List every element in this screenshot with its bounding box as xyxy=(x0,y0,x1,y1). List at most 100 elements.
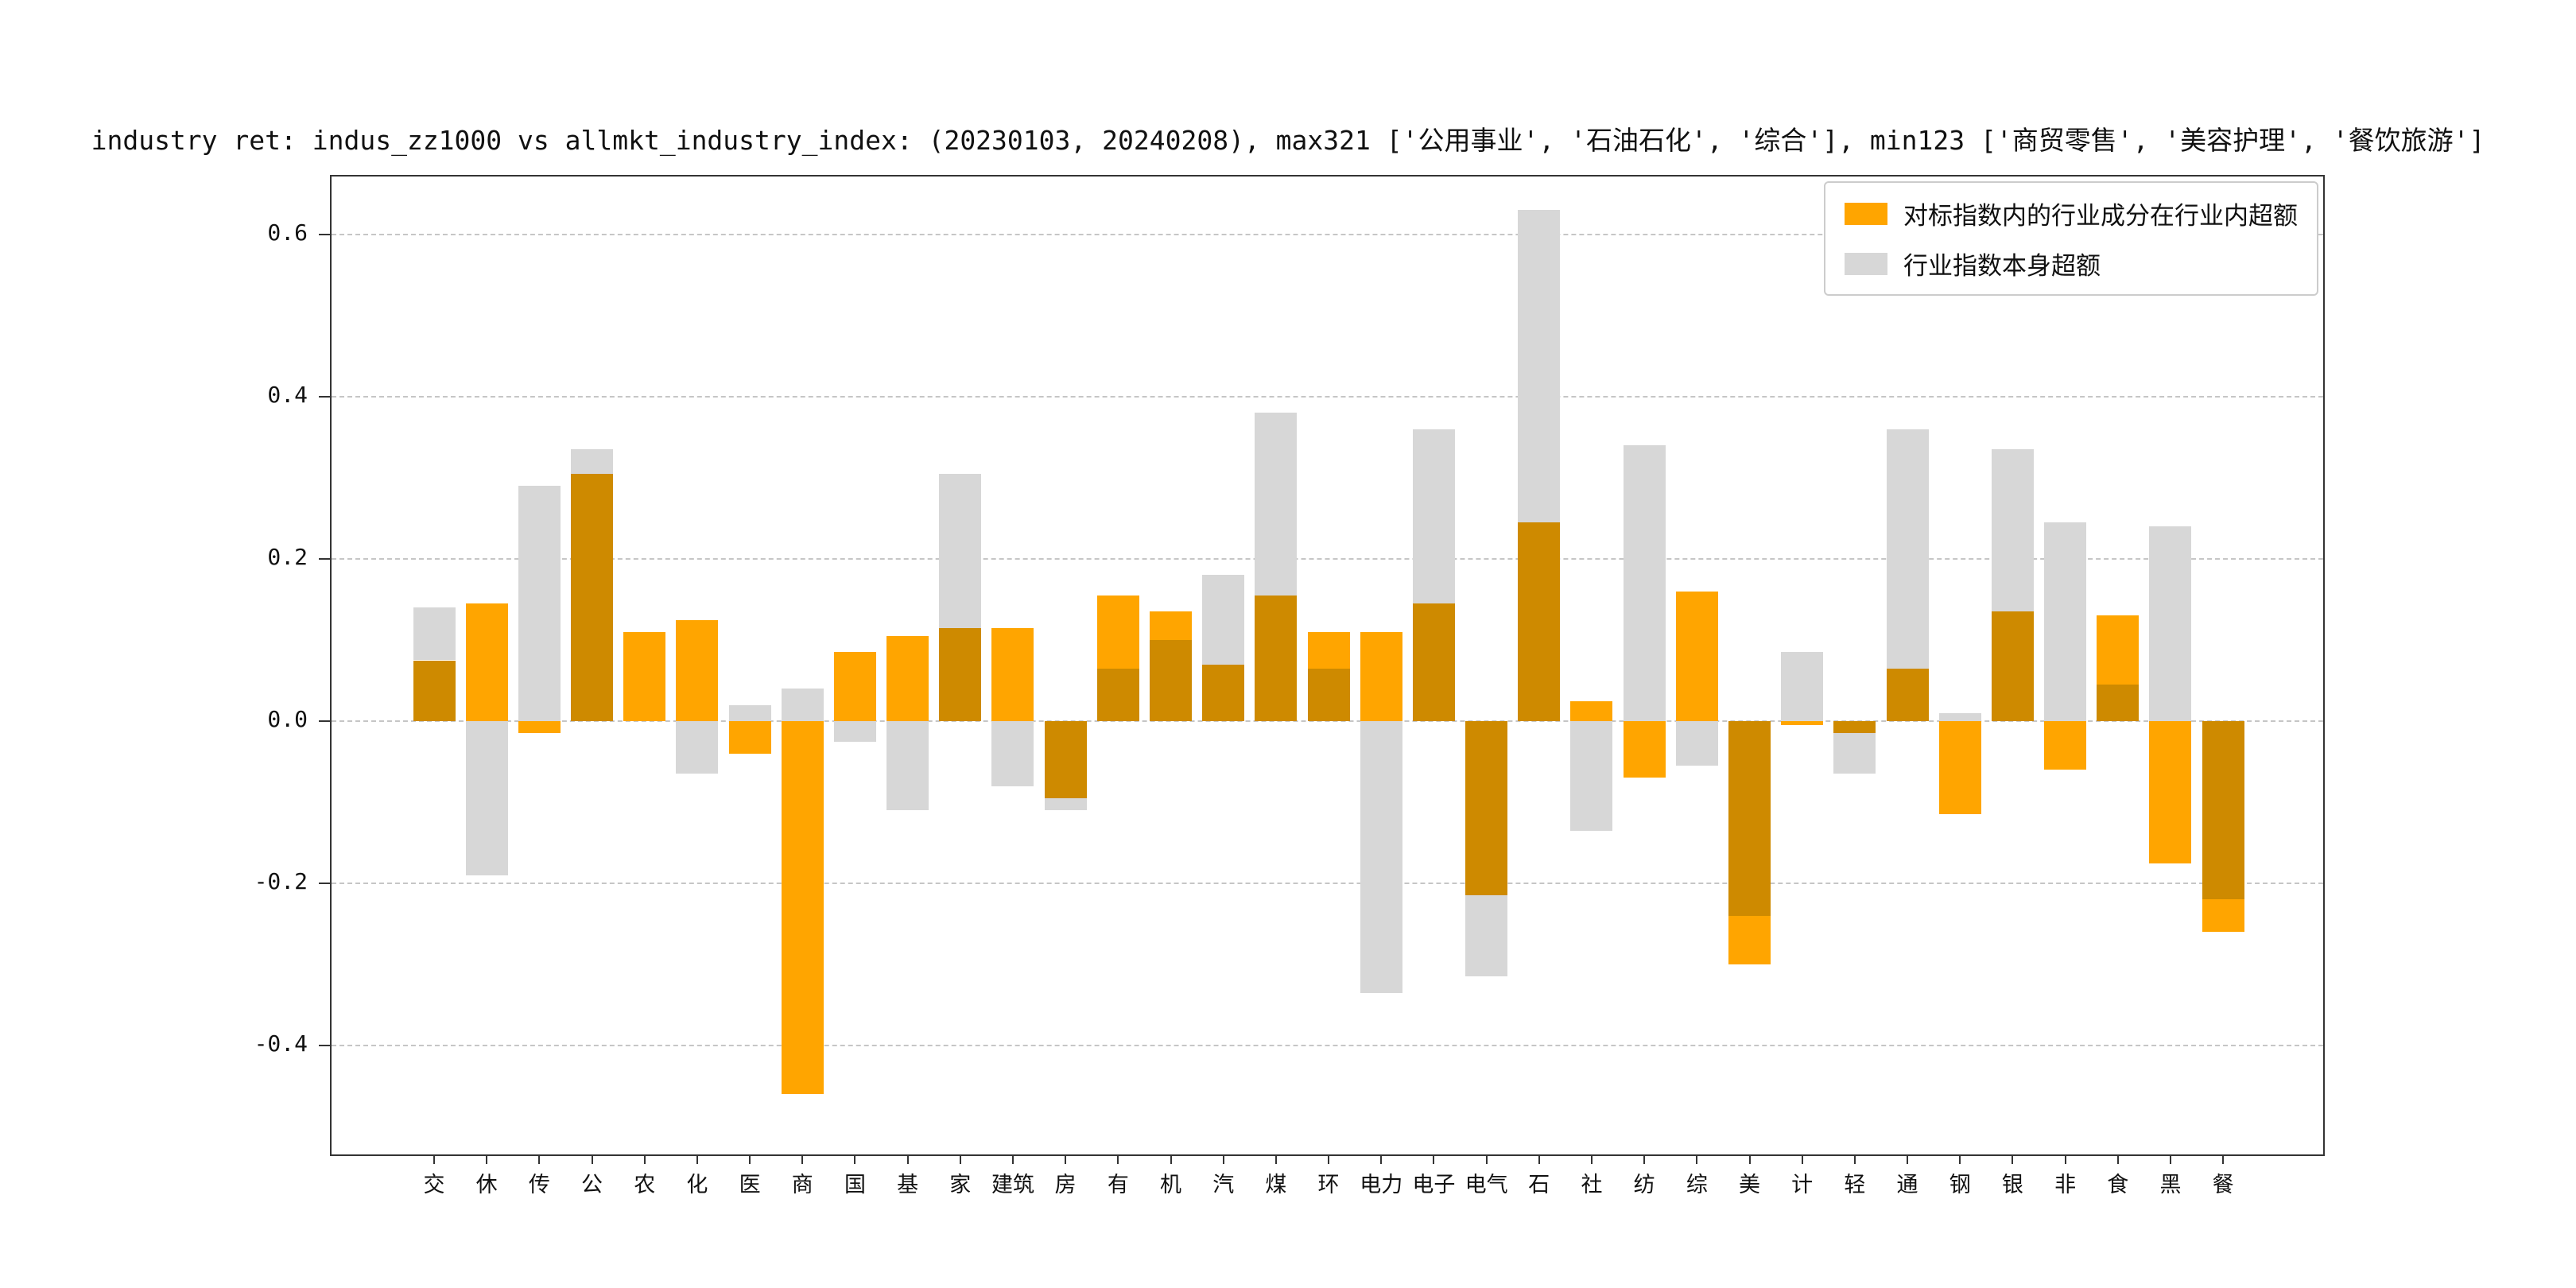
x-tick-mark xyxy=(486,1154,488,1164)
x-tick-label: 银 xyxy=(2001,1173,2023,1197)
bar-orange-segment xyxy=(1938,721,1981,815)
y-tick-mark xyxy=(319,558,330,560)
x-tick-mark xyxy=(2222,1154,2225,1164)
x-tick-label: 环 xyxy=(1317,1173,1340,1197)
x-tick-label: 传 xyxy=(528,1173,550,1197)
x-tick-mark xyxy=(1117,1154,1119,1164)
bar-overlap-segment xyxy=(1307,668,1350,721)
gridline xyxy=(332,720,2323,722)
bar-gray-segment xyxy=(1202,575,1245,665)
x-tick-label: 商 xyxy=(791,1173,813,1197)
legend-label: 行业指数本身超额 xyxy=(1903,252,2101,281)
bar-overlap-segment xyxy=(1886,668,1929,721)
bar-gray-segment xyxy=(2044,522,2087,721)
x-tick-label: 交 xyxy=(423,1173,445,1197)
x-tick-label: 计 xyxy=(1791,1173,1814,1197)
bar-gray-segment xyxy=(728,704,771,721)
y-tick-label: 0.6 xyxy=(267,219,308,246)
y-tick-mark xyxy=(319,720,330,722)
x-tick-mark xyxy=(749,1154,751,1164)
x-tick-mark xyxy=(1485,1154,1488,1164)
bar-gray-segment xyxy=(1938,712,1981,721)
bar-overlap-segment xyxy=(1465,721,1508,896)
x-tick-mark xyxy=(906,1154,909,1164)
x-tick-mark xyxy=(1380,1154,1383,1164)
legend-swatch xyxy=(1845,252,1887,275)
x-tick-label: 建筑 xyxy=(991,1173,1034,1197)
y-tick-label: 0.0 xyxy=(267,706,308,732)
bar-orange-segment xyxy=(465,603,508,721)
x-tick-mark xyxy=(1959,1154,1961,1164)
bar-overlap-segment xyxy=(1833,721,1876,734)
bar-orange-segment xyxy=(781,721,824,1095)
gridline xyxy=(332,558,2323,560)
y-tick-mark xyxy=(319,1045,330,1046)
x-tick-label: 汽 xyxy=(1212,1173,1235,1197)
bar-gray-segment xyxy=(991,721,1034,786)
x-tick-mark xyxy=(1170,1154,1172,1164)
x-tick-mark xyxy=(643,1154,646,1164)
bar-overlap-segment xyxy=(1202,664,1245,721)
bar-gray-segment xyxy=(1781,652,1824,721)
gridline xyxy=(332,396,2323,398)
bar-orange-segment xyxy=(2149,721,2192,863)
x-tick-label: 农 xyxy=(634,1173,656,1197)
bar-gray-segment xyxy=(1360,721,1402,993)
bar-gray-segment xyxy=(833,721,876,742)
x-tick-label: 国 xyxy=(844,1173,866,1197)
x-tick-label: 基 xyxy=(897,1173,919,1197)
bar-gray-segment xyxy=(1465,895,1508,977)
bar-gray-segment xyxy=(465,721,508,875)
bar-overlap-segment xyxy=(413,660,456,721)
x-tick-label: 休 xyxy=(475,1173,498,1197)
x-tick-label: 化 xyxy=(686,1173,708,1197)
y-tick-mark xyxy=(319,883,330,884)
bar-orange-segment xyxy=(1096,595,1139,669)
bar-overlap-segment xyxy=(571,473,614,721)
legend: 对标指数内的行业成分在行业内超额 行业指数本身超额 xyxy=(1824,181,2318,296)
bar-overlap-segment xyxy=(1150,640,1193,721)
bar-gray-segment xyxy=(781,689,824,721)
x-tick-mark xyxy=(1801,1154,1803,1164)
x-tick-label: 机 xyxy=(1160,1173,1182,1197)
bar-orange-segment xyxy=(2202,899,2244,933)
x-tick-label: 石 xyxy=(1528,1173,1550,1197)
y-tick-label: 0.4 xyxy=(267,382,308,408)
bar-overlap-segment xyxy=(1255,595,1298,721)
bar-orange-segment xyxy=(676,619,719,721)
x-tick-label: 纺 xyxy=(1633,1173,1655,1197)
x-tick-mark xyxy=(1853,1154,1856,1164)
x-tick-label: 电子 xyxy=(1412,1173,1456,1197)
bar-gray-segment xyxy=(571,449,614,474)
gridline xyxy=(332,1045,2323,1046)
bar-overlap-segment xyxy=(2202,721,2244,900)
x-tick-label: 美 xyxy=(1739,1173,1760,1197)
x-tick-mark xyxy=(591,1154,593,1164)
bar-gray-segment xyxy=(1570,721,1613,831)
x-tick-label: 家 xyxy=(949,1173,972,1197)
bar-orange-segment xyxy=(991,627,1034,721)
bar-gray-segment xyxy=(676,721,719,774)
x-tick-mark xyxy=(433,1154,435,1164)
bar-orange-segment xyxy=(1623,721,1666,778)
bar-overlap-segment xyxy=(939,627,982,721)
gridline xyxy=(332,234,2323,235)
x-tick-mark xyxy=(1538,1154,1540,1164)
bar-orange-segment xyxy=(728,721,771,754)
y-tick-label: -0.2 xyxy=(254,868,308,894)
bar-gray-segment xyxy=(413,607,456,661)
y-tick-label: -0.4 xyxy=(254,1030,308,1057)
bar-gray-segment xyxy=(1255,413,1298,596)
legend-item: 行业指数本身超额 xyxy=(1845,246,2298,281)
x-tick-mark xyxy=(2116,1154,2119,1164)
bar-overlap-segment xyxy=(1991,611,2034,721)
bar-orange-segment xyxy=(1728,915,1771,964)
x-tick-label: 黑 xyxy=(2159,1173,2182,1197)
bar-orange-segment xyxy=(518,721,561,734)
bar-overlap-segment xyxy=(1412,603,1455,721)
x-tick-mark xyxy=(1748,1154,1751,1164)
legend-item: 对标指数内的行业成分在行业内超额 xyxy=(1845,196,2298,231)
chart-title: industry ret: indus_zz1000 vs allmkt_ind… xyxy=(91,125,2485,156)
x-tick-mark xyxy=(2064,1154,2066,1164)
